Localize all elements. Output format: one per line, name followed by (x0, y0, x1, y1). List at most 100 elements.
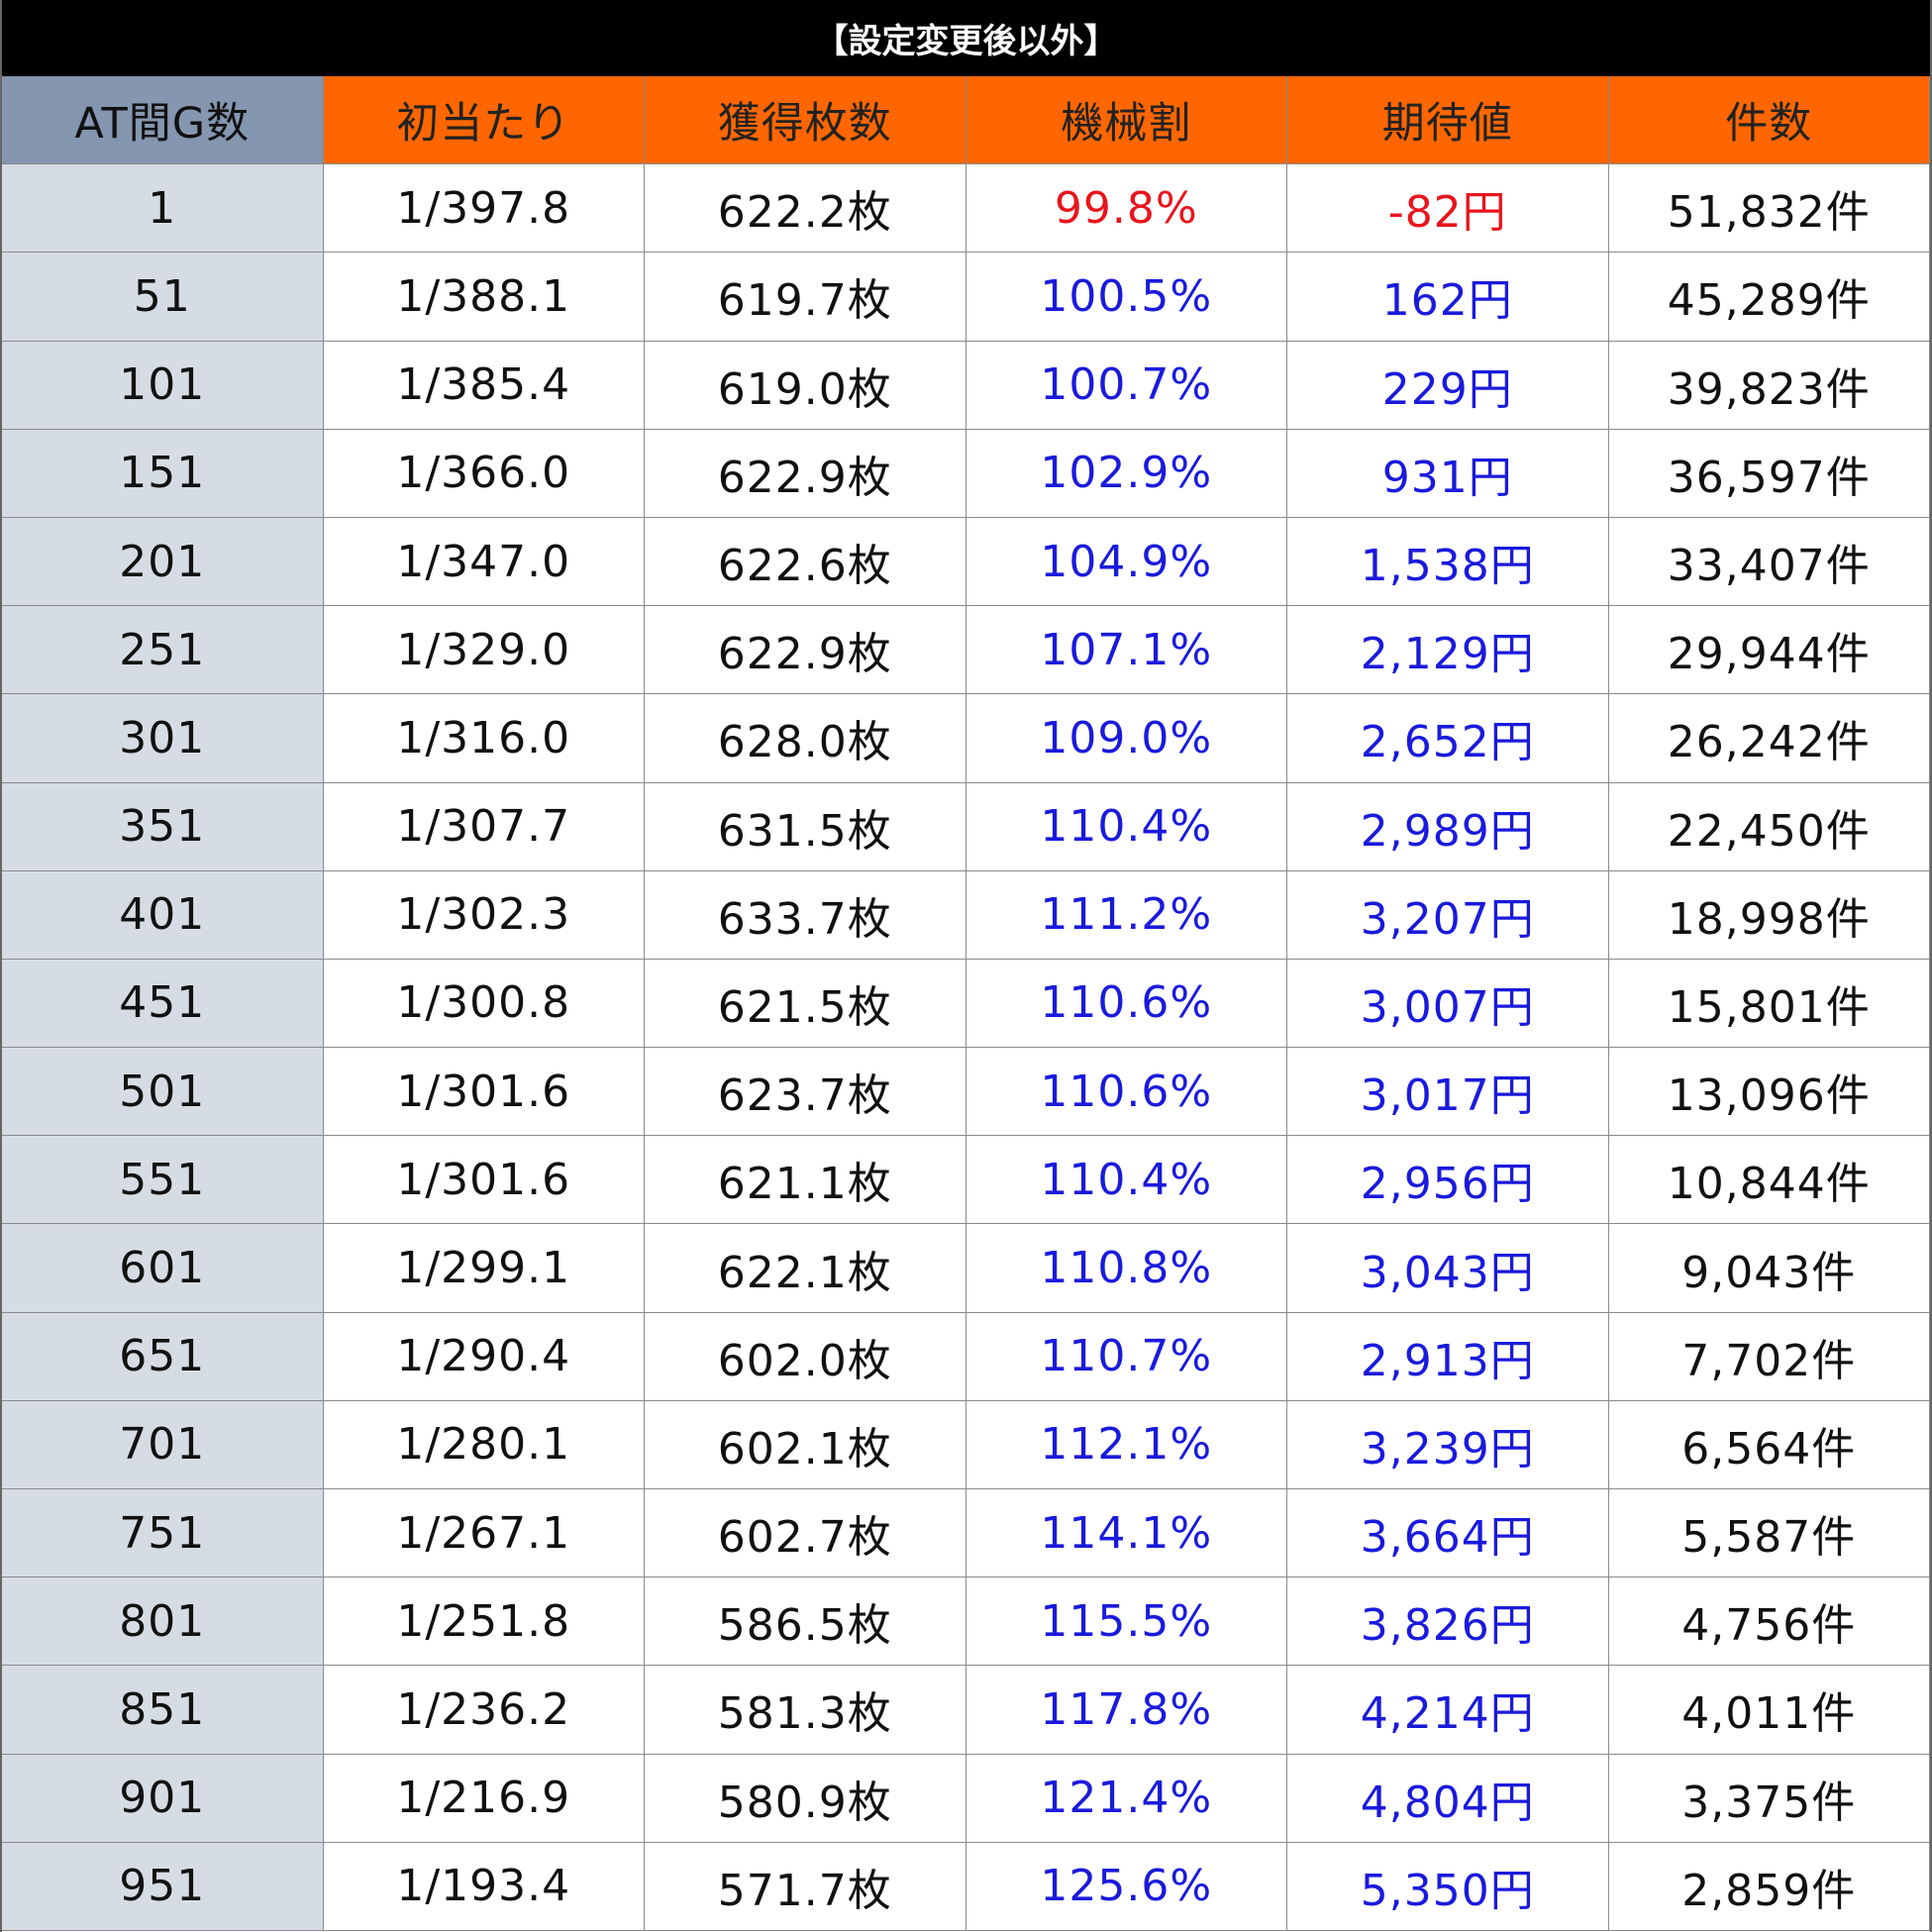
table-cell: 110.6% (966, 959, 1287, 1049)
header-cell: 期待値 (1287, 76, 1609, 165)
table-cell: 10,844件 (1608, 1136, 1930, 1225)
table-cell: 4,804円 (1287, 1754, 1609, 1843)
table-cell: 801 (2, 1577, 324, 1667)
table-cell: 104.9% (966, 517, 1287, 607)
table-cell: 107.1% (966, 606, 1287, 695)
table-cell: 751 (2, 1489, 324, 1578)
table-cell: 621.5枚 (645, 959, 966, 1049)
table-cell: 15,801件 (1608, 959, 1930, 1049)
table-cell: 602.1枚 (645, 1400, 966, 1489)
table-cell: 112.1% (966, 1400, 1287, 1489)
table-cell: 501 (2, 1048, 324, 1137)
table-cell: 229円 (1287, 341, 1609, 430)
table-cell: 33,407件 (1608, 517, 1930, 607)
table-cell: 2,859件 (1608, 1842, 1930, 1931)
table-cell: 2,956円 (1287, 1136, 1609, 1225)
table-cell: 251 (2, 606, 324, 695)
table-cell: 623.7枚 (645, 1048, 966, 1137)
table-cell: 5,350円 (1287, 1842, 1609, 1931)
table-cell: 3,043円 (1287, 1224, 1609, 1313)
table-cell: 1/280.1 (323, 1400, 645, 1489)
table-cell: 26,242件 (1608, 694, 1930, 783)
table-cell: 1/193.4 (323, 1842, 645, 1931)
table-cell: 586.5枚 (645, 1577, 966, 1667)
table-cell: 951 (2, 1842, 324, 1931)
table-cell: 51,832件 (1608, 164, 1930, 254)
table-cell: 631.5枚 (645, 782, 966, 871)
table-cell: 2,652円 (1287, 694, 1609, 783)
table-cell: 110.8% (966, 1224, 1287, 1313)
table-cell: 110.7% (966, 1312, 1287, 1401)
table-cell: 36,597件 (1608, 429, 1930, 518)
header-cell: 機械割 (966, 76, 1287, 165)
header-cell: 初当たり (323, 76, 645, 165)
table-cell: 1/366.0 (323, 429, 645, 518)
table-cell: 45,289件 (1608, 253, 1930, 342)
table-cell: 1/290.4 (323, 1312, 645, 1401)
table-cell: 628.0枚 (645, 694, 966, 783)
table-cell: 6,564件 (1608, 1400, 1930, 1489)
table-cell: 1/251.8 (323, 1577, 645, 1667)
header-cell: 件数 (1608, 76, 1930, 165)
table-cell: 622.6枚 (645, 517, 966, 607)
table-cell: 851 (2, 1666, 324, 1755)
table-cell: 9,043件 (1608, 1224, 1930, 1313)
table-cell: 3,375件 (1608, 1754, 1930, 1843)
table-cell: 1/300.8 (323, 959, 645, 1049)
table-cell: 1/347.0 (323, 517, 645, 607)
table-cell: 101 (2, 341, 324, 430)
table-cell: 18,998件 (1608, 870, 1930, 960)
table-cell: 451 (2, 959, 324, 1049)
table-cell: 110.6% (966, 1048, 1287, 1137)
table-cell: 121.4% (966, 1754, 1287, 1843)
table-cell: 619.0枚 (645, 341, 966, 430)
table-cell: 4,214円 (1287, 1666, 1609, 1755)
table-cell: 622.2枚 (645, 164, 966, 254)
table-cell: 1,538円 (1287, 517, 1609, 607)
table-cell: 602.7枚 (645, 1489, 966, 1578)
table-cell: 1/216.9 (323, 1754, 645, 1843)
table-cell: 1/302.3 (323, 870, 645, 960)
table-cell: 1/307.7 (323, 782, 645, 871)
table-cell: 4,011件 (1608, 1666, 1930, 1755)
table-cell: 5,587件 (1608, 1489, 1930, 1578)
table-cell: 301 (2, 694, 324, 783)
table-cell: 22,450件 (1608, 782, 1930, 871)
table-cell: 931円 (1287, 429, 1609, 518)
table-cell: 571.7枚 (645, 1842, 966, 1931)
table-cell: 100.7% (966, 341, 1287, 430)
table-cell: 1/329.0 (323, 606, 645, 695)
table-cell: 3,664円 (1287, 1489, 1609, 1578)
table-cell: 151 (2, 429, 324, 518)
table-cell: 901 (2, 1754, 324, 1843)
table-cell: 7,702件 (1608, 1312, 1930, 1401)
table-cell: 201 (2, 517, 324, 607)
table-cell: 1/299.1 (323, 1224, 645, 1313)
table-cell: 581.3枚 (645, 1666, 966, 1755)
table-cell: 601 (2, 1224, 324, 1313)
header-cell: 獲得枚数 (645, 76, 966, 165)
table-cell: 633.7枚 (645, 870, 966, 960)
table-cell: 29,944件 (1608, 606, 1930, 695)
header-cell: AT間G数 (2, 76, 324, 165)
table-cell: 621.1枚 (645, 1136, 966, 1225)
table-cell: 2,989円 (1287, 782, 1609, 871)
table-cell: 3,239円 (1287, 1400, 1609, 1489)
table-cell: 1/267.1 (323, 1489, 645, 1578)
table-cell: 622.1枚 (645, 1224, 966, 1313)
table-cell: 110.4% (966, 782, 1287, 871)
table-cell: 3,207円 (1287, 870, 1609, 960)
table-cell: 13,096件 (1608, 1048, 1930, 1137)
table-cell: 1/388.1 (323, 253, 645, 342)
table-cell: 1/316.0 (323, 694, 645, 783)
table-cell: 3,826円 (1287, 1577, 1609, 1667)
table-cell: 162円 (1287, 253, 1609, 342)
table-cell: 4,756件 (1608, 1577, 1930, 1667)
table-cell: 1/385.4 (323, 341, 645, 430)
table-cell: 701 (2, 1400, 324, 1489)
table-cell: 2,129円 (1287, 606, 1609, 695)
table-cell: 2,913円 (1287, 1312, 1609, 1401)
table-cell: 651 (2, 1312, 324, 1401)
table-cell: 401 (2, 870, 324, 960)
